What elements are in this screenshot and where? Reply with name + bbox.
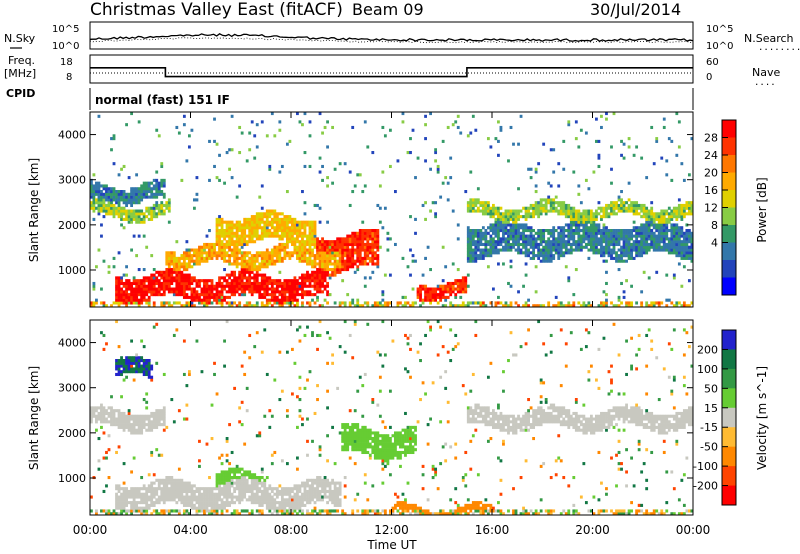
- date-label: 30/Jul/2014: [590, 0, 681, 19]
- colorbar-segment: [722, 190, 736, 208]
- station-title: Christmas Valley East (fitACF): [90, 0, 343, 20]
- colorbar-segment: [722, 466, 736, 487]
- colorbar-segment: [722, 330, 736, 350]
- colorbar-segment: [722, 225, 736, 243]
- colorbar-tick-label: 4: [711, 237, 718, 250]
- freq-right-tick-bottom: 0: [706, 72, 712, 83]
- time-tick-label: 20:00: [575, 523, 610, 537]
- colorbar-segment: [722, 172, 736, 191]
- velocity-cells: [90, 320, 694, 516]
- freq-left-tick-top: 18: [60, 57, 73, 68]
- velocity-panel: Slant Range [km] 1000 2000 3000 4000: [27, 319, 694, 516]
- colorbar-tick-label: -200: [693, 480, 718, 493]
- power-colorbar-label: Power [dB]: [755, 177, 769, 242]
- range-tick-label: 1000: [58, 264, 86, 277]
- power-cells: [90, 112, 694, 308]
- colorbar-tick-label: 100: [697, 363, 718, 376]
- freq-label: Freq.: [8, 54, 35, 67]
- colorbar-tick-label: 8: [711, 219, 718, 232]
- noise-left-tick-bottom: 10^0: [52, 41, 79, 52]
- freq-unit-label: [MHz]: [4, 67, 36, 80]
- beam-label: Beam 09: [352, 0, 424, 19]
- colorbar-tick-label: 12: [704, 202, 718, 215]
- nave-label: Nave: [752, 66, 780, 79]
- noise-sky-series: [89, 33, 694, 42]
- colorbar-tick-label: 28: [704, 132, 718, 145]
- cpid-panel: normal (fast) 151 IF: [89, 88, 694, 110]
- colorbar-tick-label: 20: [704, 167, 718, 180]
- velocity-colorbar-label: Velocity [m s^-1]: [755, 366, 769, 470]
- time-tick-label: 04:00: [173, 523, 208, 537]
- colorbar-segment: [722, 277, 736, 296]
- noise-left-tick-top: 10^5: [52, 24, 79, 35]
- colorbar-segment: [722, 427, 736, 448]
- time-tick-label: 00:00: [676, 523, 711, 537]
- noise-right-tick-top: 10^5: [706, 24, 733, 35]
- colorbar-segment: [722, 446, 736, 467]
- colorbar-segment: [722, 207, 736, 226]
- colorbar-segment: [722, 388, 736, 409]
- colorbar-tick-label: 200: [697, 343, 718, 356]
- colorbar-segment: [722, 260, 736, 278]
- frequency-series: [90, 67, 693, 78]
- noise-right-tick-bottom: 10^0: [706, 41, 733, 52]
- colorbar-segment: [722, 242, 736, 261]
- velocity-colorbar: 200 100 50 15 -15 -50 -100 -200: [693, 329, 737, 506]
- time-tick-label: 16:00: [475, 523, 510, 537]
- colorbar-tick-label: -15: [700, 421, 718, 434]
- range-tick-label: 2000: [58, 219, 86, 232]
- range-tick-label: 3000: [58, 174, 86, 187]
- nsearch-legend-dots: ........: [758, 43, 800, 53]
- noise-panel: 10^5 10^0 10^5 10^0: [52, 21, 733, 52]
- colorbar-segment: [722, 407, 736, 428]
- velocity-ylabel: Slant Range [km]: [27, 366, 41, 470]
- time-tick-label: 08:00: [274, 523, 309, 537]
- colorbar-segment: [722, 349, 736, 370]
- power-ylabel: Slant Range [km]: [27, 158, 41, 262]
- nsearch-label: N.Search: [744, 32, 794, 45]
- frequency-panel: 18 8 60 0: [60, 54, 719, 84]
- colorbar-tick-label: 50: [704, 382, 718, 395]
- colorbar-segment: [722, 368, 736, 389]
- range-tick-label: 4000: [58, 337, 86, 350]
- power-panel: Slant Range [km] 1000 2000 3000 4000: [27, 111, 694, 308]
- colorbar-tick-label: 15: [704, 402, 718, 415]
- colorbar-segment: [722, 155, 736, 173]
- cpid-label: CPID: [6, 87, 35, 100]
- power-colorbar: 28 24 20 16 12 8 4: [704, 119, 737, 296]
- freq-right-tick-top: 60: [706, 57, 719, 68]
- range-tick-label: 1000: [58, 472, 86, 485]
- colorbar-tick-label: -50: [700, 441, 718, 454]
- colorbar-segment: [722, 137, 736, 156]
- colorbar-tick-label: 24: [704, 149, 718, 162]
- noise-search-series: [89, 37, 694, 44]
- colorbar-segment: [722, 485, 736, 506]
- time-axis: 00:00 04:00 08:00 12:00 16:00 20:00 00:00: [73, 112, 711, 537]
- range-tick-label: 4000: [58, 129, 86, 142]
- time-tick-label: 12:00: [374, 523, 409, 537]
- colorbar-segment: [722, 120, 736, 138]
- range-tick-label: 3000: [58, 382, 86, 395]
- time-axis-label: Time UT: [366, 538, 417, 552]
- nave-legend-dots: ....: [754, 78, 776, 88]
- time-tick-label: 00:00: [73, 523, 108, 537]
- nsky-label: N.Sky: [4, 32, 36, 45]
- range-tick-label: 2000: [58, 427, 86, 440]
- cpid-mode-text: normal (fast) 151 IF: [95, 93, 230, 107]
- freq-left-tick-bottom: 8: [66, 72, 72, 83]
- colorbar-tick-label: -100: [693, 460, 718, 473]
- colorbar-tick-label: 16: [704, 184, 718, 197]
